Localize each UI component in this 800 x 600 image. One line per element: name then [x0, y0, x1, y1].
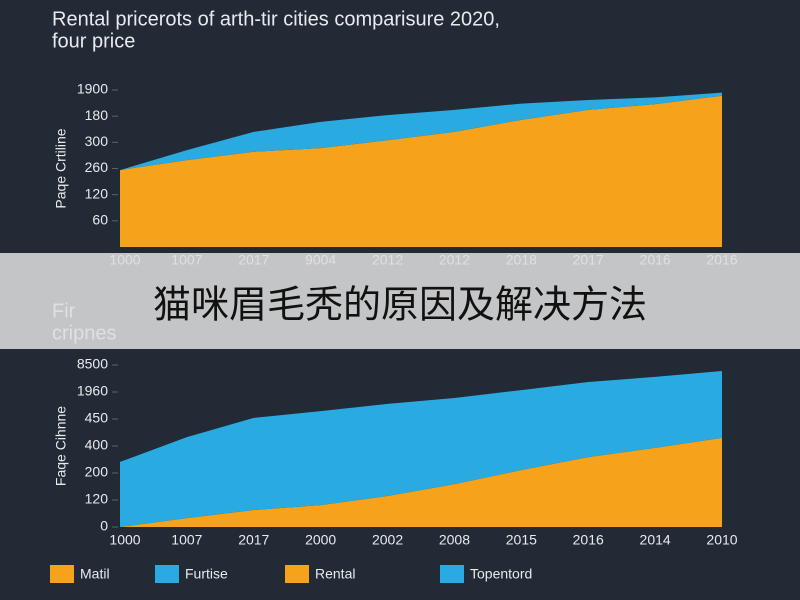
x-tick-label: 2000: [305, 532, 336, 548]
area: [120, 437, 722, 527]
y-tick-label: 1900: [77, 81, 108, 97]
x-tick-label: 2002: [372, 532, 403, 548]
y-tick-label: 400: [85, 437, 109, 453]
legend-label: Matil: [80, 566, 110, 582]
x-tick-label: 2008: [439, 532, 470, 548]
y-axis-label: Faqe Cihnne: [53, 406, 69, 486]
x-tick-label: 2015: [506, 532, 537, 548]
legend-label: Topentord: [470, 566, 532, 582]
x-tick-label: 2017: [238, 532, 269, 548]
y-tick-label: 300: [85, 133, 109, 149]
legend-swatch: [50, 565, 74, 583]
area: [120, 370, 722, 527]
y-tick-label: 120: [85, 185, 109, 201]
y-tick-label: 1960: [77, 383, 108, 399]
y-tick-label: 180: [85, 107, 109, 123]
y-axis-label: Paqe Crtiline: [53, 128, 69, 208]
y-tick-label: 450: [85, 410, 109, 426]
x-tick-label: 2010: [706, 532, 737, 548]
area: [120, 92, 722, 171]
x-tick-label: 2014: [640, 532, 671, 548]
x-tick-label: 2016: [573, 532, 604, 548]
y-tick-label: 60: [92, 212, 108, 228]
legend-swatch: [155, 565, 179, 583]
banner: [0, 253, 800, 349]
legend-label: Furtise: [185, 566, 228, 582]
x-tick-label: 1007: [171, 532, 202, 548]
area: [120, 95, 722, 247]
legend-swatch: [285, 565, 309, 583]
y-tick-label: 260: [85, 159, 109, 175]
y-tick-label: 200: [85, 464, 109, 480]
y-tick-label: 8500: [77, 356, 108, 372]
y-tick-label: 120: [85, 491, 109, 507]
chart-title: four price: [52, 30, 135, 52]
banner-text: 猫咪眉毛秃的原因及解决方法: [153, 283, 647, 327]
legend-swatch: [440, 565, 464, 583]
legend-label: Rental: [315, 566, 355, 582]
y-tick-label: 0: [100, 518, 108, 534]
chart-title: Rental pricerots of arth-tir cities comp…: [52, 8, 500, 30]
x-tick-label: 1000: [109, 532, 140, 548]
